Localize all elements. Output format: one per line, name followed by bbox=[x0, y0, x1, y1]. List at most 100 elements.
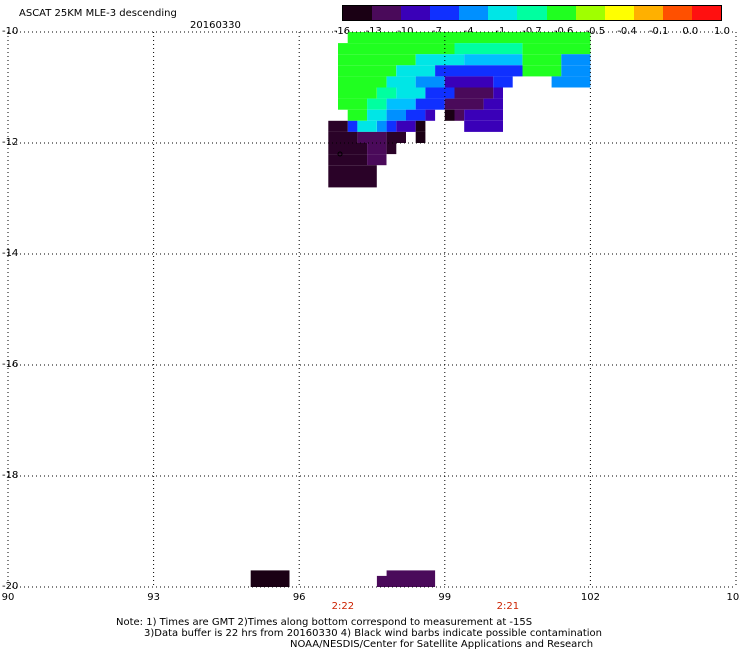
colorbar-tick-label: -0.4 bbox=[617, 26, 637, 37]
data-cell bbox=[415, 131, 426, 143]
colorbar-swatch bbox=[401, 6, 431, 20]
data-cell bbox=[250, 570, 290, 587]
colorbar-swatch bbox=[604, 6, 634, 20]
data-cell bbox=[522, 65, 562, 77]
colorbar-swatch bbox=[546, 6, 576, 20]
point-marker bbox=[337, 151, 343, 157]
colorbar-tick-label: -10 bbox=[397, 26, 414, 37]
data-cell bbox=[522, 54, 562, 66]
colorbar-tick-label: -0.6 bbox=[553, 26, 574, 37]
note-line-1: Note: 1) Times are GMT 2)Times along bot… bbox=[116, 617, 533, 628]
lon-tick-label: 105 bbox=[726, 592, 740, 603]
data-cell bbox=[357, 131, 387, 143]
colorbar-swatch bbox=[691, 6, 722, 20]
colorbar-tick-label: -0.1 bbox=[648, 26, 669, 37]
data-cell bbox=[386, 570, 436, 576]
colorbar-swatch bbox=[372, 6, 402, 20]
colorbar-swatch bbox=[488, 6, 518, 20]
map-title: ASCAT 25KM MLE-3 descending bbox=[19, 8, 177, 19]
lat-tick-label: -16 bbox=[2, 359, 19, 370]
data-cell bbox=[483, 98, 503, 110]
data-cell bbox=[454, 109, 465, 121]
data-cell bbox=[493, 87, 503, 99]
map-plot bbox=[7, 31, 737, 588]
colorbar-swatch bbox=[575, 6, 605, 20]
data-cell bbox=[406, 109, 426, 121]
data-cell bbox=[435, 65, 523, 77]
lat-lon-grid bbox=[7, 31, 737, 588]
data-cell bbox=[396, 120, 416, 132]
data-cell bbox=[464, 54, 523, 66]
time-label: 2:22 bbox=[331, 601, 355, 612]
data-cell bbox=[425, 109, 436, 121]
colorbar-swatch bbox=[662, 6, 692, 20]
note-line-2: 3)Data buffer is 22 hrs from 20160330 4)… bbox=[144, 628, 602, 639]
data-cell bbox=[347, 109, 368, 121]
data-cell bbox=[338, 98, 368, 110]
data-cell bbox=[376, 120, 387, 132]
data-cell bbox=[522, 43, 591, 55]
colorbar-swatch bbox=[517, 6, 547, 20]
data-cell bbox=[444, 109, 455, 121]
data-cell bbox=[338, 43, 455, 55]
data-cell bbox=[396, 87, 426, 99]
data-cell bbox=[328, 154, 368, 166]
lat-tick-label: -12 bbox=[2, 137, 19, 148]
data-cell bbox=[386, 143, 397, 155]
data-cell bbox=[338, 65, 397, 77]
data-cell bbox=[338, 54, 416, 66]
lon-tick-label: 93 bbox=[147, 592, 160, 603]
data-cell bbox=[396, 65, 436, 77]
lat-tick-label: -20 bbox=[2, 581, 19, 592]
lon-tick-label: 102 bbox=[580, 592, 600, 603]
data-cell bbox=[415, 120, 426, 132]
data-cell bbox=[551, 76, 591, 88]
data-cell bbox=[347, 120, 358, 132]
colorbar-swatch bbox=[633, 6, 663, 20]
data-cell bbox=[561, 54, 591, 66]
data-cell bbox=[367, 154, 387, 166]
data-cell bbox=[464, 109, 503, 121]
data-cell bbox=[376, 87, 397, 99]
colorbar-tick-label: -13 bbox=[365, 26, 382, 37]
lon-tick-label: 96 bbox=[292, 592, 306, 603]
data-cell bbox=[357, 120, 377, 132]
data-cell bbox=[386, 76, 416, 88]
data-cell bbox=[444, 76, 494, 88]
data-cell bbox=[425, 87, 455, 99]
lat-tick-label: -14 bbox=[2, 248, 19, 259]
data-cell bbox=[454, 87, 494, 99]
data-cell bbox=[386, 109, 406, 121]
lon-tick-label: 90 bbox=[1, 592, 15, 603]
map-date: 20160330 bbox=[190, 20, 241, 31]
lat-tick-label: -10 bbox=[2, 26, 19, 37]
data-cell bbox=[328, 165, 377, 188]
data-cell bbox=[464, 120, 503, 132]
data-cell bbox=[338, 76, 387, 88]
data-cell bbox=[454, 43, 523, 55]
data-cell bbox=[415, 76, 445, 88]
lat-tick-label: -18 bbox=[2, 470, 19, 481]
data-cells bbox=[250, 32, 591, 587]
data-cell bbox=[376, 575, 436, 587]
colorbar-tick-label: 1.0 bbox=[714, 26, 730, 37]
data-cell bbox=[367, 143, 387, 155]
data-cell bbox=[328, 120, 348, 132]
data-cell bbox=[493, 76, 513, 88]
colorbar-swatch bbox=[459, 6, 489, 20]
colorbar-swatch bbox=[343, 6, 373, 20]
lon-tick-label: 99 bbox=[438, 592, 452, 603]
data-cell bbox=[561, 65, 591, 77]
data-cell bbox=[347, 32, 591, 44]
note-line-3: NOAA/NESDIS/Center for Satellite Applica… bbox=[290, 639, 594, 650]
data-cell bbox=[444, 98, 484, 110]
data-cell bbox=[367, 109, 387, 121]
data-cell bbox=[328, 143, 368, 155]
data-cell bbox=[386, 120, 397, 132]
data-cell bbox=[338, 87, 377, 99]
data-cell bbox=[415, 98, 445, 110]
time-label: 2:21 bbox=[496, 601, 520, 612]
data-cell bbox=[415, 54, 465, 66]
colorbar-tick-label: 0.0 bbox=[682, 26, 699, 37]
data-cell bbox=[386, 98, 416, 110]
